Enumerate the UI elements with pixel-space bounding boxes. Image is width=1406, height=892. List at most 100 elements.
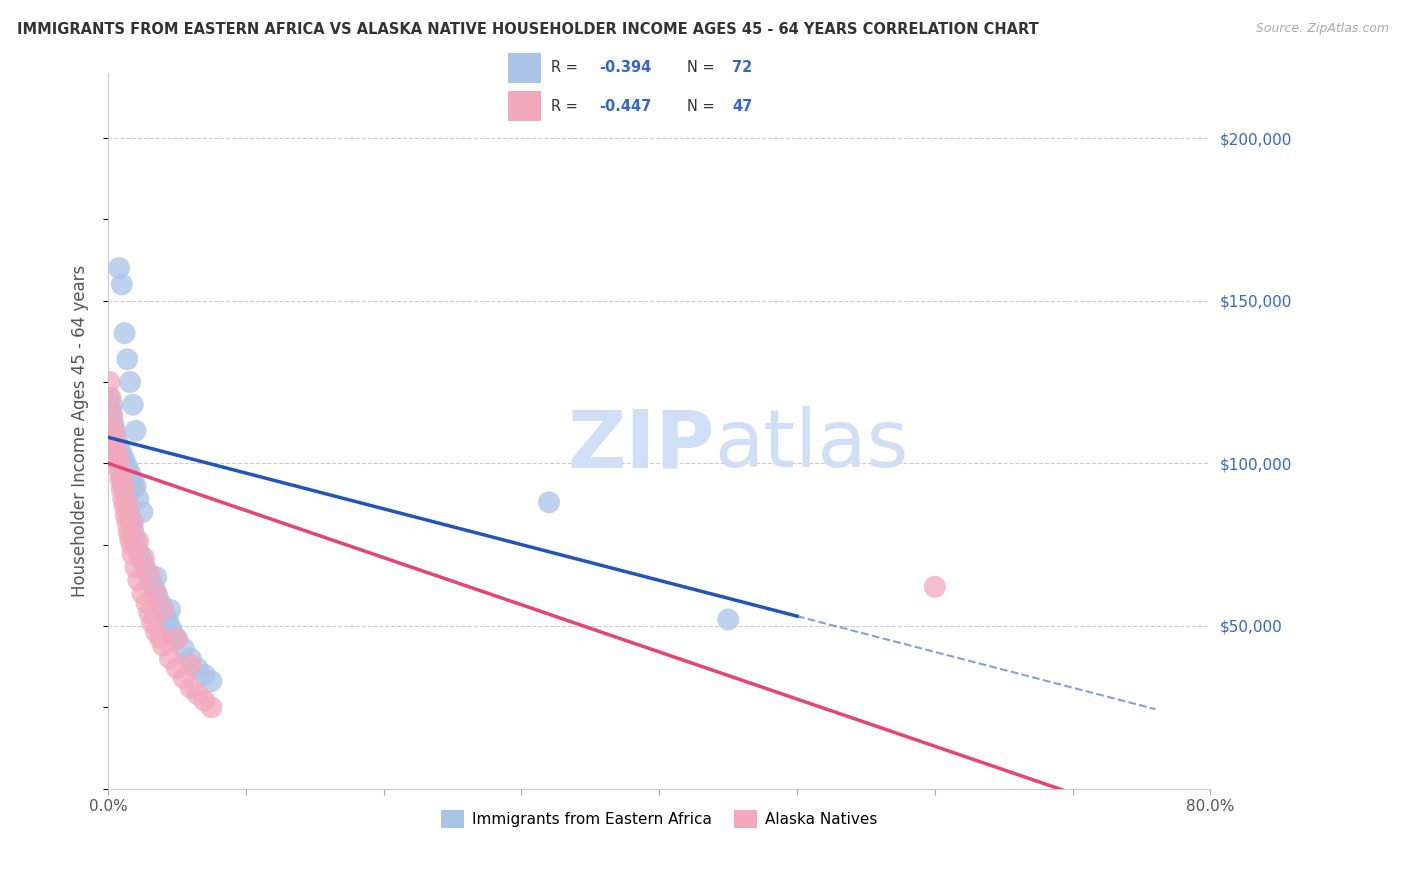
Point xyxy=(110,450,132,464)
Point xyxy=(159,602,181,616)
Point xyxy=(152,639,174,653)
Point xyxy=(114,453,136,467)
Point xyxy=(141,576,163,591)
Point xyxy=(104,434,127,448)
Point xyxy=(132,550,155,565)
Point xyxy=(110,473,132,487)
Point xyxy=(112,491,135,506)
Point xyxy=(100,408,122,422)
Point xyxy=(120,475,142,490)
Point xyxy=(117,352,139,367)
Point xyxy=(115,508,138,523)
Point xyxy=(118,469,141,483)
Point xyxy=(173,641,195,656)
Point xyxy=(924,580,946,594)
Point xyxy=(117,515,139,529)
Point xyxy=(157,615,180,630)
Point xyxy=(121,473,143,487)
Text: Source: ZipAtlas.com: Source: ZipAtlas.com xyxy=(1256,22,1389,36)
Point xyxy=(105,443,128,458)
Point xyxy=(100,404,122,418)
Point xyxy=(104,424,127,438)
Point xyxy=(108,440,131,454)
Point xyxy=(145,586,167,600)
Point xyxy=(166,661,188,675)
Point xyxy=(118,375,141,389)
Point xyxy=(537,495,560,509)
Point xyxy=(107,450,129,464)
Point xyxy=(117,459,139,474)
Text: 47: 47 xyxy=(733,98,752,113)
Point xyxy=(159,651,181,665)
Point xyxy=(111,483,134,497)
Point xyxy=(108,261,131,276)
Point xyxy=(118,466,141,480)
Point xyxy=(121,521,143,535)
Text: IMMIGRANTS FROM EASTERN AFRICA VS ALASKA NATIVE HOUSEHOLDER INCOME AGES 45 - 64 : IMMIGRANTS FROM EASTERN AFRICA VS ALASKA… xyxy=(17,22,1039,37)
Point xyxy=(135,596,157,610)
Point xyxy=(141,615,163,630)
Point xyxy=(160,622,183,636)
Point xyxy=(103,427,125,442)
Point xyxy=(118,508,141,523)
Text: -0.447: -0.447 xyxy=(599,98,651,113)
Point xyxy=(180,651,202,665)
Point xyxy=(118,501,141,516)
Text: 72: 72 xyxy=(733,61,752,76)
Text: atlas: atlas xyxy=(714,406,908,484)
Point xyxy=(118,499,141,513)
Point xyxy=(98,391,121,405)
Point xyxy=(114,499,136,513)
Point xyxy=(200,700,222,714)
Point xyxy=(112,475,135,490)
Point xyxy=(163,629,186,643)
Point xyxy=(127,491,149,506)
Point xyxy=(103,417,125,432)
Point xyxy=(114,483,136,497)
Point xyxy=(101,414,124,428)
Point xyxy=(187,661,209,675)
Point xyxy=(107,450,129,464)
Point xyxy=(120,515,142,529)
Point xyxy=(112,456,135,470)
Point xyxy=(129,550,152,565)
Point xyxy=(145,625,167,640)
Point xyxy=(143,583,166,598)
Point xyxy=(149,596,172,610)
Y-axis label: Householder Income Ages 45 - 64 years: Householder Income Ages 45 - 64 years xyxy=(72,265,89,597)
Point xyxy=(115,489,138,503)
Point xyxy=(104,430,127,444)
Point xyxy=(138,570,160,584)
Point xyxy=(131,505,153,519)
Point xyxy=(121,398,143,412)
Point xyxy=(111,469,134,483)
Point xyxy=(117,495,139,509)
Legend: Immigrants from Eastern Africa, Alaska Natives: Immigrants from Eastern Africa, Alaska N… xyxy=(434,804,883,835)
Point xyxy=(120,538,142,552)
Text: R =: R = xyxy=(551,98,582,113)
Point xyxy=(122,528,145,542)
Point xyxy=(127,534,149,549)
Point xyxy=(121,547,143,561)
Point xyxy=(114,326,136,341)
Point xyxy=(124,424,146,438)
Point xyxy=(132,557,155,571)
Point xyxy=(98,375,121,389)
Point xyxy=(173,671,195,685)
Point xyxy=(166,632,188,646)
Point xyxy=(138,566,160,581)
Point xyxy=(166,632,188,646)
Point xyxy=(101,398,124,412)
Point xyxy=(124,534,146,549)
Text: R =: R = xyxy=(551,61,582,76)
Point xyxy=(155,609,177,624)
Point xyxy=(146,590,169,604)
FancyBboxPatch shape xyxy=(508,54,541,83)
Point xyxy=(127,544,149,558)
Point xyxy=(111,277,134,292)
Point xyxy=(152,602,174,616)
Point xyxy=(110,463,132,477)
Point xyxy=(122,483,145,497)
Point xyxy=(101,408,124,422)
Text: N =: N = xyxy=(686,98,718,113)
